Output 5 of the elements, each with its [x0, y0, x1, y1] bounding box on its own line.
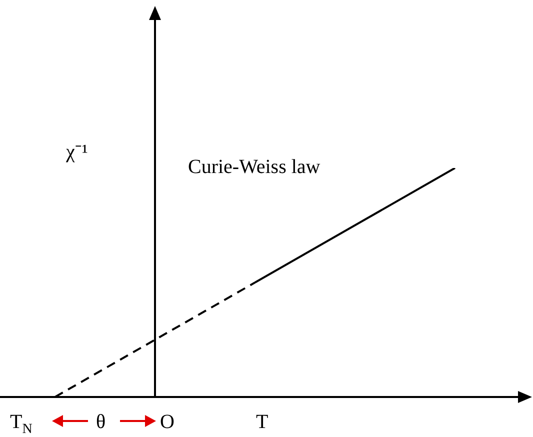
x-axis-title: T	[256, 411, 268, 433]
text: θ	[96, 411, 106, 433]
annotation: Curie-Weiss law	[188, 156, 321, 178]
text: O	[160, 411, 174, 433]
y-axis-title: χ⁻¹	[65, 141, 88, 163]
